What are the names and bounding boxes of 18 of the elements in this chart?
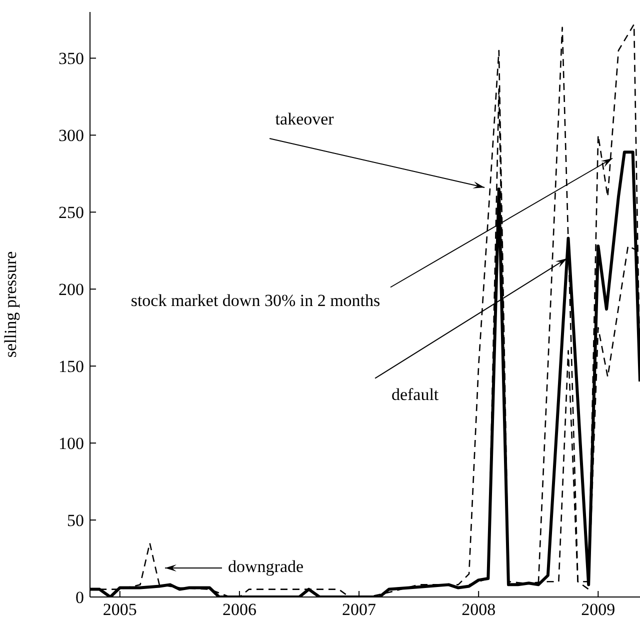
y-tick-label: 150 — [58, 357, 84, 376]
y-tick-label: 100 — [58, 434, 84, 454]
annotation: downgrade — [228, 556, 304, 576]
y-tick-label: 250 — [58, 203, 84, 222]
x-tick-label: 2006 — [222, 600, 256, 620]
y-tick-label: 350 — [58, 49, 84, 68]
y-tick-label: 50 — [67, 511, 84, 530]
y-tick-label: 300 — [58, 126, 84, 146]
annotation: default — [391, 385, 439, 404]
y-tick-label: 0 — [76, 588, 84, 608]
x-tick-label: 2009 — [581, 600, 616, 620]
annotation: takeover — [275, 109, 334, 128]
y-tick-label: 200 — [58, 280, 84, 300]
annotation: stock market down 30% in 2 months — [130, 291, 380, 310]
x-tick-label: 2005 — [102, 600, 137, 620]
y-axis-title: selling pressure — [1, 251, 20, 358]
x-tick-label: 2007 — [342, 600, 377, 620]
x-tick-label: 2008 — [462, 600, 496, 620]
